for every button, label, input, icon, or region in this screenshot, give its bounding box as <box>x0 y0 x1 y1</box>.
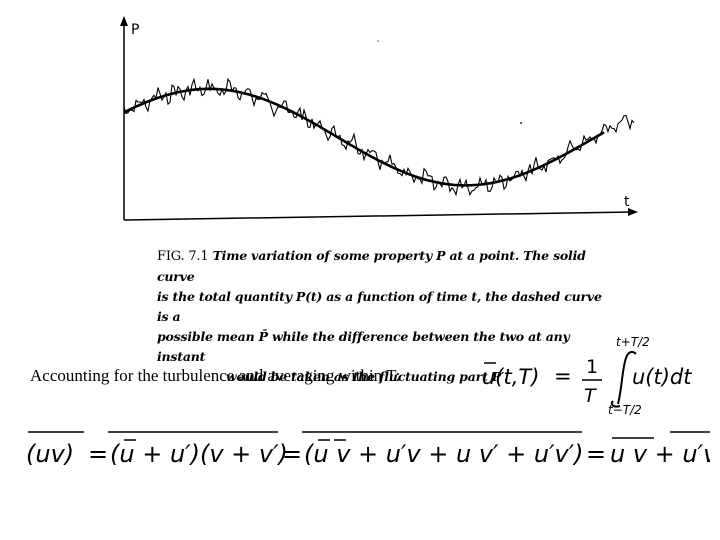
eq2-equals-2: = <box>282 440 302 468</box>
time-average-equation: u(t,T) = 1 T t+T/2 t−T/2 u(t)dt <box>482 335 692 417</box>
eq1-integrand: u(t)dt <box>632 365 692 389</box>
speck <box>377 40 379 42</box>
statement-text: Accounting for the turbulence and averag… <box>30 366 401 385</box>
x-axis-label: t <box>624 194 630 210</box>
y-axis-arrow <box>120 16 128 26</box>
caption-line-3: possible mean P̄ while the difference be… <box>157 329 570 364</box>
eq1-denominator: T <box>584 385 597 407</box>
caption-line-2: is the total quantity P(t) as a function… <box>157 289 602 324</box>
eq1-lhs: u(t,T) <box>482 365 539 389</box>
turbulence-figure: P t <box>120 16 638 221</box>
eq2-equals-3: = <box>586 440 606 468</box>
caption-label: FIG. 7.1 <box>157 249 209 264</box>
eq1-equals: = <box>554 364 572 388</box>
x-axis-arrow <box>628 208 638 216</box>
reynolds-product-equation: (uv) = (u + u′)(v + v′) = (u v + u′v + u… <box>26 431 710 468</box>
eq1-upper-limit: t+T/2 <box>616 335 650 349</box>
caption-line-4: would be taken as the fluctuating part P… <box>225 369 509 384</box>
fluctuating-curve <box>123 77 635 197</box>
figure-caption: FIG. 7.1 Time variation of some property… <box>157 246 617 387</box>
eq2-term-4: u v + u′v′ <box>610 440 710 468</box>
integral-sign <box>610 350 637 408</box>
caption-line-1: Time variation of some property P at a p… <box>157 248 586 284</box>
x-axis <box>123 211 633 221</box>
eq1-lower-limit: t−T/2 <box>608 403 642 417</box>
speck <box>520 122 522 124</box>
eq2-term-1: (uv) <box>26 440 74 468</box>
eq2-term-3: (u v + u′v + u v′ + u′v′) <box>304 440 584 468</box>
eq2-term-2: (u + u′)(v + v′) <box>110 440 288 468</box>
eq1-numerator: 1 <box>586 356 598 378</box>
mean-curve <box>123 87 605 187</box>
eq2-equals-1: = <box>88 440 108 468</box>
y-axis-label: P <box>131 22 139 38</box>
